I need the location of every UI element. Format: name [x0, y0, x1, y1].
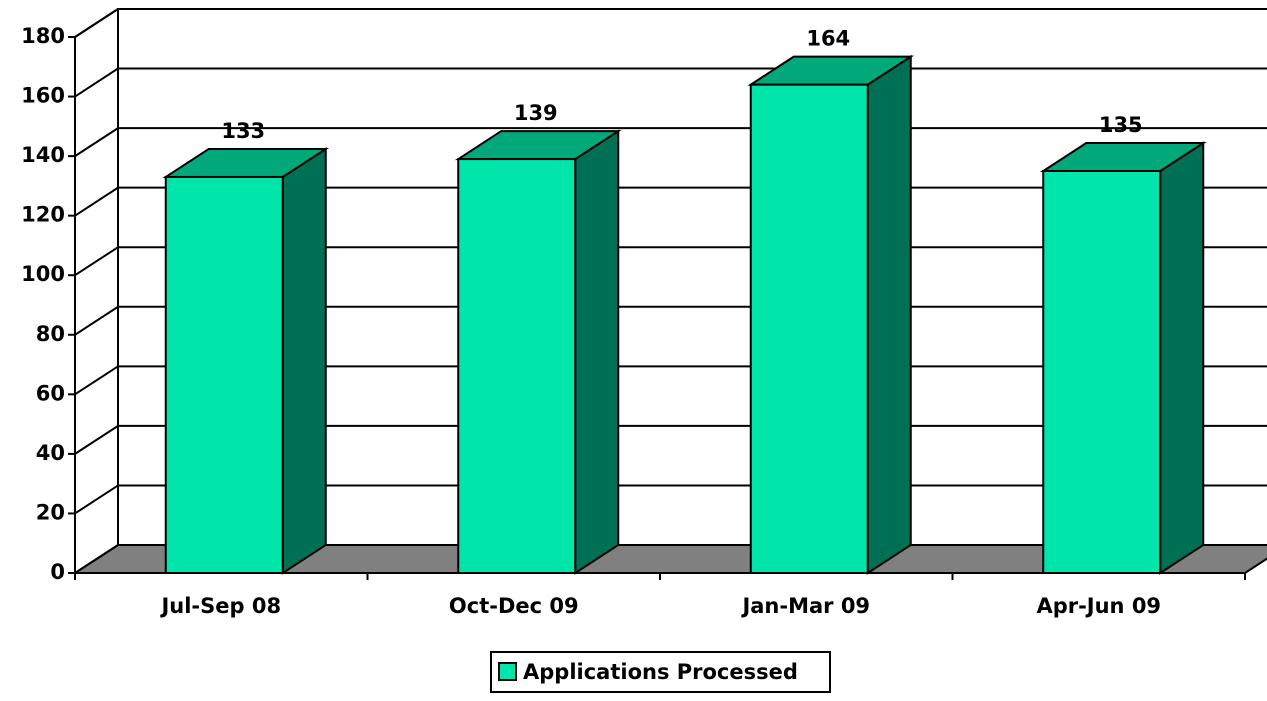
bar: [164, 175, 284, 574]
y-tick-label: 100: [21, 262, 65, 286]
grid-line: [74, 67, 1267, 98]
legend-box: [490, 651, 831, 693]
bar-side: [1159, 141, 1205, 575]
x-tick-label: Apr-Jun 09: [1036, 594, 1161, 618]
y-tick-label: 140: [21, 143, 65, 167]
y-tick-label: 120: [21, 203, 65, 227]
y-tick-label: 40: [36, 441, 65, 465]
bar: [1042, 170, 1162, 574]
bar-side: [281, 147, 327, 575]
legend-swatch: [498, 662, 517, 681]
y-tick-label: 60: [36, 381, 65, 405]
bar: [749, 83, 869, 575]
grid-line: [74, 8, 1267, 38]
bar-side: [574, 129, 620, 575]
y-tick-label: 20: [36, 500, 65, 524]
legend-label: Applications Processed: [523, 660, 798, 684]
y-tick-label: 0: [50, 560, 65, 584]
value-label: 133: [221, 119, 265, 143]
value-label: 164: [806, 27, 850, 51]
y-tick-label: 180: [21, 24, 65, 48]
bar-side: [866, 54, 912, 575]
value-label: 139: [514, 101, 558, 125]
x-tick-label: Jul-Sep 08: [159, 594, 281, 618]
bar: [457, 158, 577, 574]
value-label: 135: [1099, 113, 1143, 137]
y-tick-label: 80: [36, 322, 65, 346]
x-tick-label: Jan-Mar 09: [740, 594, 870, 618]
y-tick-label: 160: [21, 84, 65, 108]
x-tick-label: Oct-Dec 09: [449, 594, 579, 618]
